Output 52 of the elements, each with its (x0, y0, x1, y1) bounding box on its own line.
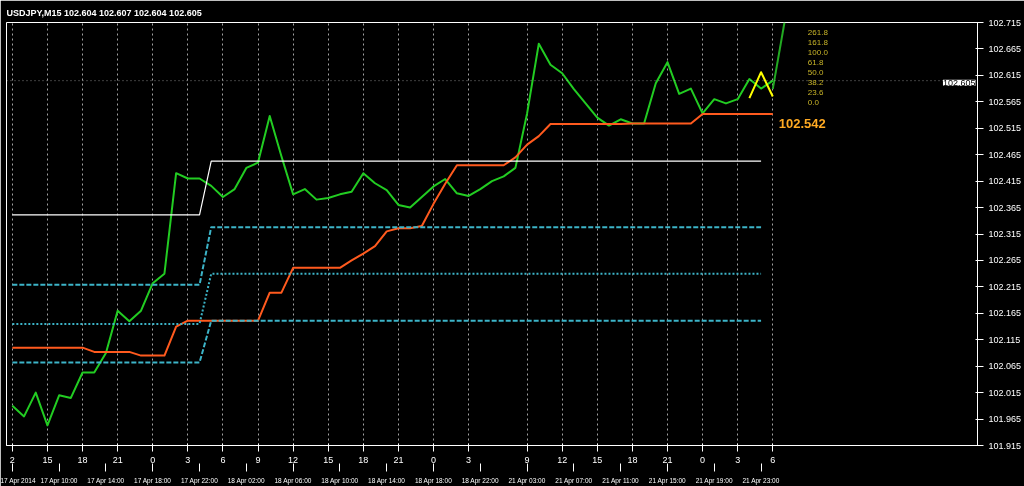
x-tick-label: 21 (662, 454, 673, 465)
y-tick-label: 101.965 (988, 414, 1022, 425)
y-tick-label: 102.065 (988, 361, 1022, 372)
y-tick-label: 102.115 (988, 334, 1021, 345)
x-tick-label: 21 (393, 454, 404, 465)
x-tick-label: 15 (323, 454, 334, 465)
y-tick-label: 102.265 (988, 255, 1022, 266)
y-tick-label: 102.415 (988, 176, 1022, 187)
x-tick-label: 0 (700, 454, 706, 465)
x-tick-label: 0 (431, 454, 437, 465)
y-tick-label: 102.315 (988, 229, 1022, 239)
x-tick-label: 0 (150, 454, 156, 465)
x-tick-label: 12 (288, 454, 299, 465)
x-tick-label: 15 (42, 454, 53, 465)
x-tick-label: 6 (220, 454, 226, 465)
y-tick-label: 102.715 (988, 17, 1022, 28)
y-tick-label: 102.015 (988, 387, 1022, 398)
x-tick-label: 18 (627, 454, 638, 465)
text: 50.0 (807, 67, 824, 77)
y-tick-label: 102.515 (988, 123, 1022, 134)
y-tick-label: 102.465 (988, 149, 1022, 160)
text: 0.0 (807, 97, 820, 107)
x-tick-label: 3 (466, 454, 472, 465)
x-tick-label: 3 (185, 454, 191, 465)
text: 23.6 (807, 87, 824, 97)
text: 161.8 (807, 37, 829, 47)
line-series (11, 42, 774, 427)
ref-line-label: 102.605 (942, 77, 976, 88)
y-tick-label: 102.165 (988, 308, 1022, 319)
x-tick-label: 9 (255, 454, 261, 465)
x-tick-label: 18 (77, 454, 88, 465)
y-tick-label: 101.915 (988, 440, 1022, 451)
y-tick-label: 102.215 (988, 281, 1022, 292)
y-tick-label: 102.365 (988, 202, 1022, 213)
x-tick-label: 3 (735, 454, 741, 465)
chart-title: USDJPY,M15 102.604 102.607 102.604 102.605 (6, 7, 202, 18)
text: 38.2 (807, 77, 824, 87)
x-tick-label: 9 (524, 454, 530, 465)
annotation: 102.542 (778, 115, 826, 131)
line-series (11, 112, 774, 357)
x-tick-label: 12 (557, 454, 568, 465)
y-tick-label: 102.565 (988, 96, 1022, 107)
y-tick-label: 102.615 (988, 70, 1022, 81)
x-tick-label: 21 (112, 454, 123, 465)
text: 100.0 (807, 47, 829, 57)
x-tick-label: 15 (592, 454, 603, 465)
x-tick-label: 6 (770, 454, 776, 465)
text: 61.8 (807, 57, 824, 67)
text: 261.8 (807, 27, 829, 37)
y-tick-label: 102.665 (988, 43, 1022, 54)
x-tick-label: 18 (358, 454, 369, 465)
x-tick-label: 2 (9, 454, 15, 465)
